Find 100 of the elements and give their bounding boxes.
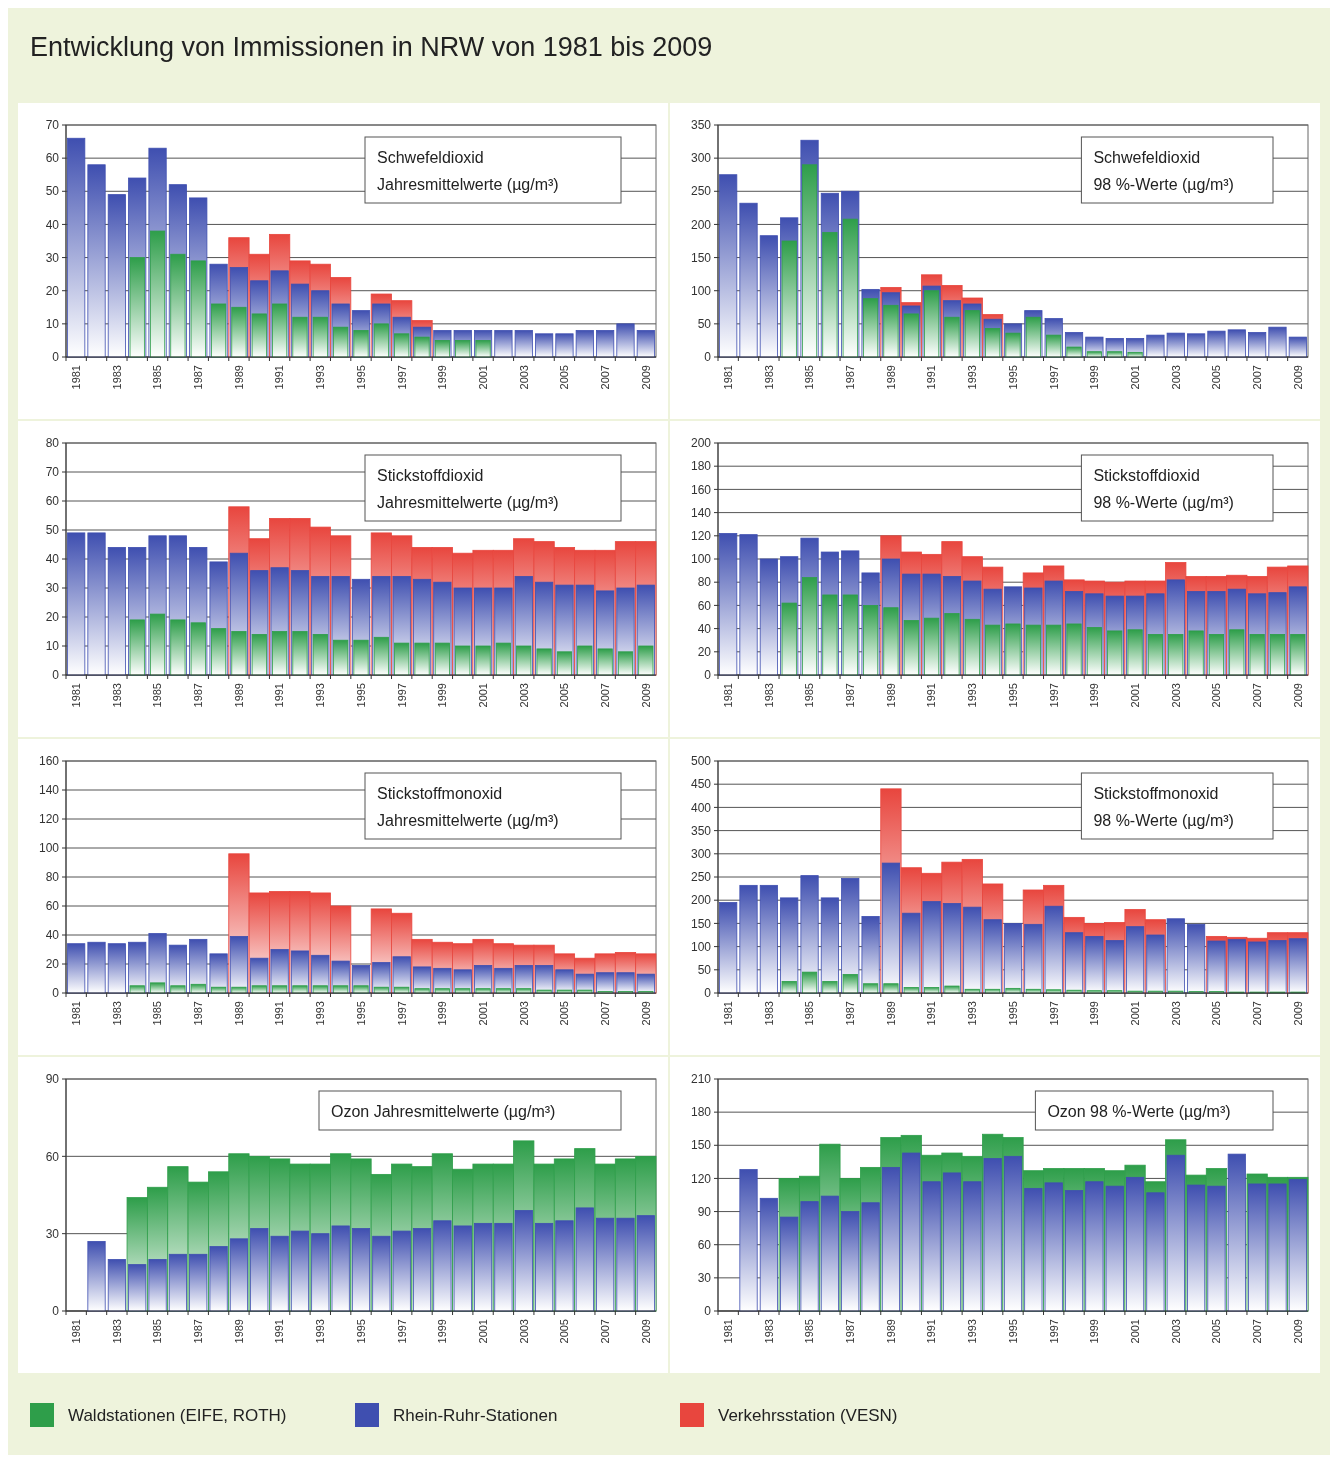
y-tick-label: 0 [52,668,60,683]
y-tick-label: 210 [690,1072,712,1087]
title-box: Ozon Jahresmittelwerte (µg/m³) [318,1090,622,1131]
x-tick-label: 2007 [598,1319,611,1344]
y-tick-label: 70 [45,118,60,133]
x-tick-label: 1991 [925,365,938,390]
x-tick-label: 1987 [192,683,205,708]
x-tick-label: 1997 [395,1319,408,1344]
x-tick-label: 1983 [762,1001,775,1026]
y-tick-label: 40 [45,552,60,567]
x-tick-label: 1991 [273,1001,286,1026]
x-tick-label: 1981 [722,683,735,708]
x-tick-label: 1993 [314,365,327,390]
x-tick-label: 1987 [844,683,857,708]
y-tick-label: 200 [690,893,712,908]
y-tick-label: 300 [690,847,712,861]
x-tick-label: 1981 [722,1001,735,1026]
y-tick-label: 250 [690,870,712,885]
x-tick-label: 1993 [966,1319,979,1344]
y-tick-label: 0 [52,986,60,1001]
x-tick-label: 2005 [1210,365,1223,390]
x-tick-label: 2007 [1250,1319,1263,1344]
x-tick-label: 1987 [192,365,205,390]
x-tick-label: 1989 [884,1319,897,1344]
x-tick-label: 1995 [354,1001,367,1026]
x-tick-label: 2001 [476,1001,489,1026]
x-tick-label: 2005 [558,1319,571,1344]
y-tick-label: 10 [45,317,60,332]
x-tick-label: 1995 [1006,365,1019,390]
x-tick-label: 2005 [558,683,571,708]
x-tick-label: 1999 [436,683,449,708]
x-tick-label: 1983 [762,1319,775,1344]
x-tick-label: 2001 [1128,1319,1141,1344]
x-tick-label: 2001 [1128,1001,1141,1026]
x-tick-label: 1989 [884,683,897,708]
x-tick-label: 1983 [110,1319,123,1344]
x-tick-label: 1985 [803,683,816,708]
x-tick-label: 2009 [1291,1319,1304,1344]
y-tick-label: 150 [690,916,712,931]
x-tick-label: 1993 [966,365,979,390]
y-tick-label: 140 [690,505,712,520]
x-tick-label: 1981 [70,683,83,708]
x-tick-label: 1985 [803,365,816,390]
x-tick-label: 1995 [354,365,367,390]
x-tick-label: 2009 [639,683,652,708]
y-tick-label: 120 [690,1171,712,1186]
x-tick-label: 1985 [151,683,164,708]
x-tick-label: 1997 [1047,1319,1060,1344]
x-tick-label: 2009 [1291,365,1304,390]
x-tick-label: 2003 [517,1001,530,1026]
x-tick-label: 2003 [517,1319,530,1344]
y-tick-label: 40 [697,621,712,636]
y-tick-label: 0 [52,1304,60,1319]
x-tick-label: 2007 [598,365,611,390]
y-tick-label: 350 [690,118,712,133]
x-tick-label: 1983 [110,1001,123,1026]
x-tick-label: 2009 [639,1319,652,1344]
x-tick-label: 1985 [151,1319,164,1344]
x-tick-label: 2005 [558,1001,571,1026]
y-tick-label: 60 [45,1149,60,1164]
x-tick-label: 2007 [1250,683,1263,708]
y-tick-label: 350 [690,823,712,838]
x-tick-label: 1991 [273,1319,286,1344]
y-tick-label: 0 [52,350,60,365]
x-tick-label: 2003 [1169,1001,1182,1026]
legend-label: Verkehrsstation (VESN) [718,1405,898,1425]
x-tick-label: 2003 [1169,683,1182,708]
y-tick-label: 250 [690,184,712,199]
x-tick-label: 1985 [803,1319,816,1344]
text: Entwicklung von Immissionen in NRW von 1981 bis 2009 [30,32,713,62]
y-tick-label: 0 [704,1304,712,1319]
x-tick-label: 1987 [192,1001,205,1026]
x-tick-label: 1999 [436,365,449,390]
y-tick-label: 50 [697,963,712,977]
x-tick-label: 1999 [1088,1319,1101,1344]
y-tick-label: 40 [45,928,60,943]
x-tick-label: 2001 [476,365,489,390]
y-tick-label: 30 [45,581,60,596]
y-tick-label: 100 [38,841,60,856]
x-tick-label: 1995 [354,1319,367,1344]
x-tick-label: 1981 [70,1319,83,1344]
y-tick-label: 140 [38,783,60,798]
x-tick-label: 2003 [1169,365,1182,390]
y-tick-label: 200 [690,436,712,451]
x-tick-label: 2007 [598,1001,611,1026]
x-tick-label: 2007 [598,683,611,708]
x-tick-label: 1997 [395,683,408,708]
x-tick-label: 1997 [395,365,408,390]
x-tick-label: 1997 [1047,683,1060,708]
y-tick-label: 30 [45,1226,60,1241]
y-tick-label: 100 [690,283,712,298]
y-tick-label: 150 [690,1138,712,1153]
x-tick-label: 1999 [436,1319,449,1344]
x-tick-label: 2005 [558,365,571,390]
x-tick-label: 1985 [151,1001,164,1026]
y-tick-label: 60 [45,899,60,914]
x-tick-label: 1983 [110,683,123,708]
x-tick-label: 1991 [925,683,938,708]
x-tick-label: 1995 [1006,1319,1019,1344]
y-tick-label: 50 [45,184,60,199]
